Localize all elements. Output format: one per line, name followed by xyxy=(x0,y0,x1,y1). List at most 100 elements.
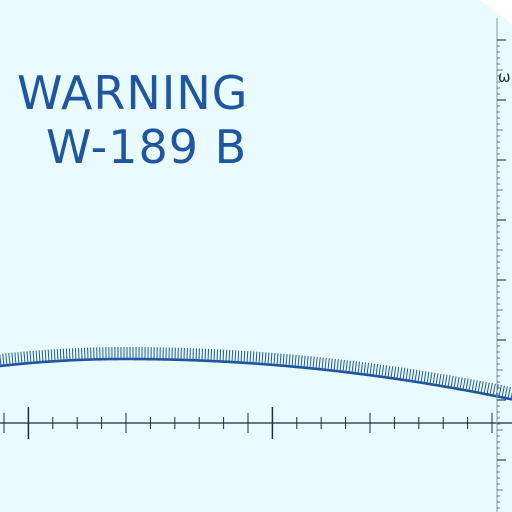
hatch-mark xyxy=(438,373,442,386)
hatch-mark xyxy=(468,379,472,392)
hatch-mark xyxy=(282,353,285,366)
hatch-mark xyxy=(56,349,59,362)
hatch-mark xyxy=(71,348,74,361)
hatch-mark xyxy=(324,357,327,370)
vertical-edge-scale xyxy=(496,18,506,512)
hatch-mark xyxy=(23,351,26,364)
hatch-mark xyxy=(354,361,357,374)
hatch-mark xyxy=(68,348,71,361)
hatch-mark xyxy=(17,352,20,365)
hatch-mark xyxy=(261,352,264,365)
hatch-mark xyxy=(420,370,424,383)
hatch-mark xyxy=(279,353,282,366)
hatch-mark xyxy=(471,379,475,392)
hatch-mark xyxy=(53,349,56,362)
hatch-mark xyxy=(234,350,237,363)
hatch-mark xyxy=(462,377,466,390)
hatch-mark xyxy=(357,361,360,374)
hatch-mark xyxy=(26,351,29,364)
hatch-mark xyxy=(288,354,291,367)
hatch-mark xyxy=(270,352,273,365)
hatch-mark xyxy=(50,349,53,362)
hatch-mark xyxy=(321,357,324,370)
hatch-mark xyxy=(414,369,418,382)
curve-hatching xyxy=(0,346,512,400)
hatch-mark xyxy=(444,374,448,387)
hatch-mark xyxy=(327,358,330,371)
hatch-mark xyxy=(507,386,511,399)
hatch-mark xyxy=(228,349,231,362)
hatch-mark xyxy=(333,358,336,371)
hatch-mark xyxy=(20,351,23,364)
hatch-mark xyxy=(393,366,397,379)
hatch-mark xyxy=(44,349,47,362)
hatch-mark xyxy=(38,350,41,363)
hatch-mark xyxy=(486,382,490,395)
hatch-mark xyxy=(65,348,68,361)
hatch-mark xyxy=(348,360,351,373)
hatch-mark xyxy=(396,367,400,380)
hatch-mark xyxy=(2,353,5,366)
hatch-mark xyxy=(501,385,505,398)
hatch-mark xyxy=(59,348,62,361)
hatch-mark xyxy=(207,348,210,361)
hatch-mark xyxy=(32,350,35,363)
hatch-mark xyxy=(35,350,38,363)
hatch-mark xyxy=(480,381,484,394)
curve-line xyxy=(0,357,512,401)
hatch-mark xyxy=(267,352,270,365)
hatch-mark xyxy=(381,364,385,377)
hatch-mark xyxy=(363,362,367,375)
hatch-mark xyxy=(336,359,339,372)
horizontal-scale xyxy=(0,407,512,439)
hatch-mark xyxy=(360,362,364,375)
hatch-mark xyxy=(366,362,370,375)
hatch-mark xyxy=(378,364,382,377)
hatch-mark xyxy=(372,363,376,376)
hatch-mark xyxy=(351,360,354,373)
hatch-mark xyxy=(297,355,300,368)
hatch-mark xyxy=(201,348,203,361)
hatch-mark xyxy=(210,348,213,362)
hatch-mark xyxy=(342,359,345,372)
hatch-mark xyxy=(426,371,430,384)
hatch-mark xyxy=(5,353,8,366)
hatch-mark xyxy=(459,377,463,390)
hatch-mark xyxy=(330,358,333,371)
hatch-mark xyxy=(41,350,44,363)
hatch-mark xyxy=(243,350,246,363)
hatch-mark xyxy=(492,383,496,396)
hatch-mark xyxy=(417,370,421,383)
hatch-mark xyxy=(405,368,409,381)
hatch-mark xyxy=(498,384,502,397)
hatch-mark xyxy=(276,353,279,366)
hatch-mark xyxy=(474,380,478,393)
hatch-mark xyxy=(47,349,50,362)
hatch-mark xyxy=(456,376,460,389)
hatch-mark xyxy=(225,349,228,362)
hatch-mark xyxy=(477,380,481,393)
hatch-mark xyxy=(213,349,216,362)
hatch-mark xyxy=(489,383,493,396)
hatch-mark xyxy=(453,376,457,389)
hatch-mark xyxy=(11,352,14,365)
hatch-mark xyxy=(291,354,294,367)
hatch-mark xyxy=(402,367,406,380)
hatch-mark xyxy=(237,350,240,363)
hatch-mark xyxy=(483,381,487,394)
hatch-mark xyxy=(240,350,243,363)
hatch-mark xyxy=(432,372,436,385)
hatch-mark xyxy=(303,355,306,368)
hatch-mark xyxy=(411,369,415,382)
hatch-mark xyxy=(273,352,276,366)
hatch-mark xyxy=(216,349,219,362)
hatch-mark xyxy=(306,355,309,368)
hatch-mark xyxy=(429,372,433,385)
hatch-mark xyxy=(264,352,267,365)
hatch-mark xyxy=(14,352,17,365)
hatch-mark xyxy=(246,351,249,364)
hatch-mark xyxy=(465,378,469,391)
hatch-mark xyxy=(408,368,412,381)
